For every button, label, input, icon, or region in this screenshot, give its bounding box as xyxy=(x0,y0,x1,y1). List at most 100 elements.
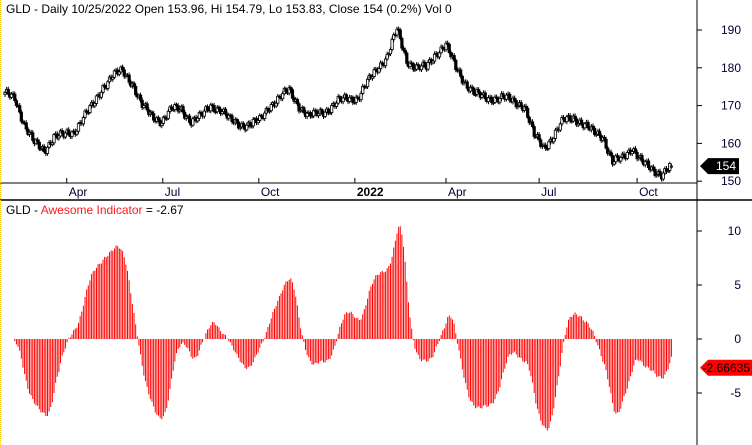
candle-body xyxy=(341,97,345,103)
candle-body xyxy=(586,121,590,129)
candle-body xyxy=(361,85,365,94)
candle-body xyxy=(547,141,551,150)
candle-body xyxy=(127,74,131,83)
candle-body xyxy=(669,165,674,168)
price-y-tick-label: 150 xyxy=(721,174,741,188)
candle-body xyxy=(437,52,442,58)
candle-body xyxy=(290,89,295,99)
candle-body xyxy=(24,122,28,130)
candle-body xyxy=(579,119,584,125)
candle-body xyxy=(501,93,505,98)
indicator-value: = -2.67 xyxy=(142,203,184,217)
date-tick-label: Jul xyxy=(165,185,180,199)
candle-body xyxy=(13,93,17,101)
candle-body xyxy=(209,104,213,112)
candle-body xyxy=(134,85,138,96)
candle-body xyxy=(504,94,509,100)
candle-body xyxy=(230,115,234,123)
candle-body xyxy=(274,102,278,107)
candle-body xyxy=(486,97,491,102)
candle-body xyxy=(212,104,216,112)
candle-body xyxy=(646,160,651,169)
candle-body xyxy=(398,29,402,39)
candle-body xyxy=(45,146,50,154)
candle-body xyxy=(390,38,394,50)
price-y-tick-label: 190 xyxy=(721,23,741,37)
candle-body xyxy=(94,95,99,104)
candle-body xyxy=(573,115,577,120)
candle-body xyxy=(508,93,512,101)
candle-body xyxy=(132,82,136,87)
candle-body xyxy=(181,105,185,113)
candle-body xyxy=(419,65,424,71)
indicator-y-tick-label: -5 xyxy=(730,386,741,400)
candle-body xyxy=(269,104,273,112)
candle-body xyxy=(519,102,523,107)
candle-body xyxy=(351,96,355,104)
candle-body xyxy=(138,94,143,101)
candle-body xyxy=(653,168,657,176)
candle-body xyxy=(76,123,81,132)
candle-body xyxy=(359,93,363,101)
candle-body xyxy=(483,92,487,100)
candle-body xyxy=(423,61,427,67)
candle-body xyxy=(19,111,23,122)
price-y-tick-label: 170 xyxy=(721,99,741,113)
candle-body xyxy=(532,126,536,137)
candle-body xyxy=(452,55,456,61)
candle-body xyxy=(166,110,170,119)
candle-body xyxy=(31,132,35,141)
candle-body xyxy=(447,43,451,53)
indicator-symbol: GLD - xyxy=(6,203,41,217)
candle-body xyxy=(276,95,280,104)
indicator-bars xyxy=(12,226,672,431)
price-y-tick-label: 160 xyxy=(721,136,741,150)
candle-body xyxy=(323,111,327,117)
candle-body xyxy=(593,127,597,135)
indicator-y-tick-label: 0 xyxy=(734,332,741,346)
candle-body xyxy=(152,113,156,121)
candle-body xyxy=(537,134,541,141)
candle-body xyxy=(305,112,309,117)
candle-body xyxy=(544,144,548,149)
candle-body xyxy=(70,131,74,137)
candle-body xyxy=(187,115,192,123)
candle-body xyxy=(297,103,301,112)
candle-body xyxy=(14,100,19,106)
price-y-tick-label: 180 xyxy=(721,61,741,75)
candle-body xyxy=(284,88,288,92)
candle-body xyxy=(553,129,558,139)
candle-body xyxy=(539,139,543,147)
candle-body xyxy=(245,124,249,131)
candle-body xyxy=(604,138,608,149)
candle-body xyxy=(106,81,110,89)
date-tick-label: Oct xyxy=(261,185,280,199)
left-edge-marker xyxy=(0,0,2,445)
candle-body xyxy=(454,59,458,71)
last-price-tag-label: 154 xyxy=(716,159,736,173)
candle-body xyxy=(75,130,79,135)
candle-body xyxy=(635,151,639,160)
candle-body xyxy=(302,107,306,113)
candle-body xyxy=(52,134,56,144)
candle-body xyxy=(121,66,125,71)
candle-body xyxy=(320,109,324,114)
date-tick-label: Jul xyxy=(541,185,556,199)
candle-body xyxy=(388,49,393,55)
candle-body xyxy=(202,110,206,117)
price-pane-title: GLD - Daily 10/25/2022 Open 153.96, Hi 1… xyxy=(6,2,452,16)
indicator-y-tick-label: 5 xyxy=(734,278,741,292)
last-price-tag xyxy=(700,158,739,175)
candle-body xyxy=(330,105,334,113)
candle-body xyxy=(619,156,623,162)
candle-body xyxy=(63,132,68,138)
candle-body xyxy=(405,52,409,64)
candle-body xyxy=(625,152,629,159)
date-tick-label: 2022 xyxy=(357,185,384,199)
candle-body xyxy=(196,117,200,122)
candle-body xyxy=(530,121,535,128)
candle-body xyxy=(37,141,41,150)
candle-body xyxy=(145,103,149,111)
candle-body xyxy=(99,91,103,98)
